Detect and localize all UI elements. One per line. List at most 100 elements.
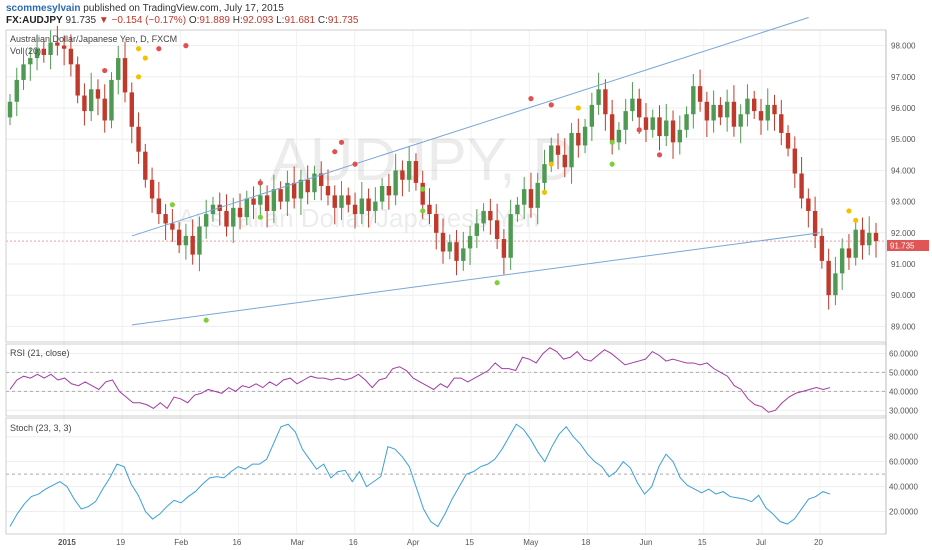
publish-info: published on TradingView.com, July 17, 2… xyxy=(83,3,284,14)
candle-body xyxy=(7,101,13,118)
close-value: 91.735 xyxy=(327,15,359,26)
trendlines[interactable] xyxy=(131,17,821,326)
signal-dot xyxy=(541,189,548,195)
candle xyxy=(697,69,703,112)
candle-body xyxy=(251,198,256,205)
candle xyxy=(21,47,26,90)
candle xyxy=(82,83,87,126)
candle xyxy=(28,48,33,81)
candle xyxy=(291,166,297,209)
time-tick-label: Apr xyxy=(407,538,420,547)
time-tick-label: 16 xyxy=(232,538,241,547)
main-panel-title: Australian Dollar/Japanese Yen, D, FXCM xyxy=(10,34,177,44)
open-label: O: xyxy=(188,15,200,26)
candle-body xyxy=(839,248,845,274)
candle xyxy=(447,234,452,260)
candle-body xyxy=(792,148,798,174)
price-tick-label: 89.000 xyxy=(891,322,916,331)
candle-body xyxy=(271,189,277,211)
candle xyxy=(555,133,561,170)
rsi-tick-label: 50.0000 xyxy=(889,368,918,377)
candle xyxy=(109,72,114,129)
candle-body xyxy=(867,232,872,246)
symbol-label[interactable]: FX:AUDJPY xyxy=(6,15,63,26)
candle-body xyxy=(28,58,33,65)
candle-body xyxy=(657,117,662,137)
candle xyxy=(88,72,94,122)
candle-body xyxy=(197,226,202,255)
candle xyxy=(860,217,865,260)
candle xyxy=(244,190,249,225)
signal-dot xyxy=(352,161,358,167)
candle-body xyxy=(819,235,825,261)
publisher-username[interactable]: scommesylvain xyxy=(6,3,81,14)
candle-body xyxy=(752,98,757,112)
candle-body xyxy=(88,89,94,112)
candle xyxy=(488,198,493,235)
candle-body xyxy=(352,204,358,215)
candle-body xyxy=(312,173,317,193)
candle xyxy=(596,72,601,115)
candle xyxy=(792,136,798,188)
signal-dot xyxy=(846,208,852,214)
candle-body xyxy=(731,101,737,127)
candle-body xyxy=(319,173,324,186)
candle xyxy=(190,219,195,265)
candle xyxy=(637,88,642,134)
signal-dot xyxy=(609,139,615,145)
candle xyxy=(461,231,466,271)
candle xyxy=(535,172,540,225)
candle xyxy=(413,153,419,191)
candle-body xyxy=(332,195,337,208)
candle-body xyxy=(664,120,669,137)
stoch-panel-title: Stoch (23, 3, 3) xyxy=(10,423,72,433)
price-tick-label: 92.000 xyxy=(891,229,916,238)
high-label: H: xyxy=(232,15,243,26)
candle xyxy=(332,185,337,225)
candle-body xyxy=(474,223,480,236)
candle xyxy=(149,167,155,213)
time-tick-label: Feb xyxy=(174,538,188,547)
candle xyxy=(806,188,811,228)
candle-body xyxy=(55,42,60,46)
candle-body xyxy=(772,104,777,115)
candle-body xyxy=(616,129,622,143)
candle-body xyxy=(190,235,195,255)
candle-body xyxy=(779,114,784,133)
candle xyxy=(204,199,209,239)
candlestick-series xyxy=(7,25,879,310)
candle-body xyxy=(156,198,162,215)
time-tick-label: 15 xyxy=(698,538,707,547)
signal-dot xyxy=(528,96,534,102)
candle xyxy=(386,173,392,210)
candle-body xyxy=(765,104,770,121)
signal-dot xyxy=(609,161,615,167)
candle-body xyxy=(589,104,595,127)
candle xyxy=(346,187,351,213)
time-tick-label: 16 xyxy=(349,538,358,547)
candle-body xyxy=(339,195,344,208)
candle xyxy=(576,118,581,158)
price-axis[interactable]: 98.000 97.000 96.000 95.000 94.000 93.000 92.0… xyxy=(889,42,918,517)
candle-body xyxy=(799,173,804,199)
candle xyxy=(325,169,331,206)
candle-body xyxy=(285,182,290,202)
candle-body xyxy=(373,201,378,211)
candle-body xyxy=(860,229,865,246)
candle xyxy=(494,203,500,250)
candle xyxy=(359,181,365,225)
panel-frames xyxy=(5,29,887,535)
candle xyxy=(623,98,628,145)
candle xyxy=(839,238,845,290)
candle-body xyxy=(413,161,419,183)
time-axis[interactable]: 2015 19 Feb 16 Mar 16 Apr 15 May 18 Jun 15 Jul 20 xyxy=(58,538,823,547)
publisher-line: scommesylvain published on TradingView.c… xyxy=(6,3,284,14)
price-tick-label: 96.000 xyxy=(891,104,916,113)
candle-body xyxy=(812,210,818,236)
signal-dot xyxy=(548,161,554,167)
signal-dot xyxy=(156,46,162,52)
last-price-tag-label: 91.735 xyxy=(890,242,915,251)
time-tick-label: 15 xyxy=(465,538,474,547)
rsi-series xyxy=(9,347,831,413)
